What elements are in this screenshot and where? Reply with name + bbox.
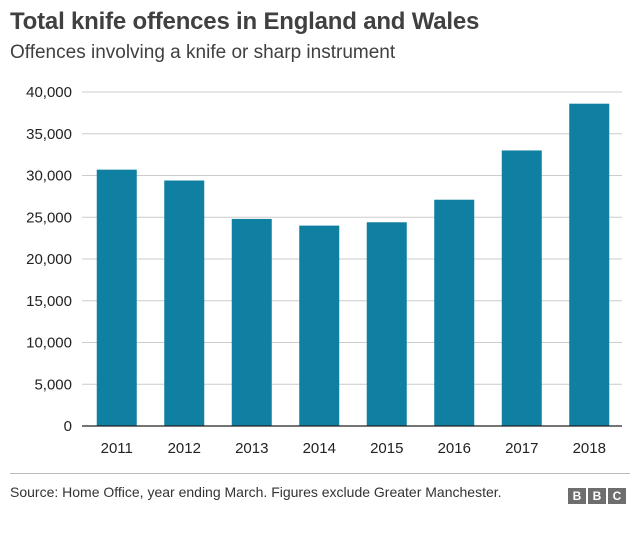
chart-title: Total knife offences in England and Wale…	[10, 8, 480, 35]
source-note: Source: Home Office, year ending March. …	[10, 484, 502, 500]
y-tick-label: 15,000	[26, 293, 72, 310]
y-tick-label: 0	[64, 418, 72, 435]
x-tick-label: 2013	[235, 440, 268, 457]
bbc-logo: B B C	[568, 488, 626, 504]
x-tick-label: 2014	[303, 440, 336, 457]
bbc-logo-letter: B	[568, 488, 586, 504]
x-tick-label: 2018	[573, 440, 606, 457]
bar	[434, 199, 475, 426]
bar	[164, 180, 205, 426]
chart-subtitle: Offences involving a knife or sharp inst…	[10, 42, 396, 63]
bar	[366, 222, 407, 426]
bbc-logo-letter: B	[588, 488, 606, 504]
y-tick-label: 20,000	[26, 251, 72, 268]
x-tick-label: 2011	[101, 440, 133, 457]
y-tick-label: 25,000	[26, 209, 72, 226]
x-tick-label: 2012	[168, 440, 201, 457]
bar	[231, 218, 272, 426]
x-tick-label: 2016	[438, 440, 471, 457]
bar	[501, 150, 542, 426]
y-tick-label: 40,000	[26, 84, 72, 101]
bbc-logo-letter: C	[608, 488, 626, 504]
x-tick-label: 2017	[505, 440, 538, 457]
y-tick-label: 30,000	[26, 168, 72, 185]
y-tick-label: 5,000	[34, 376, 72, 393]
bar	[299, 225, 340, 426]
y-tick-label: 35,000	[26, 126, 72, 143]
y-tick-label: 10,000	[26, 335, 72, 352]
bar-chart: 0 5,000 10,000 15,000 20,000 25,000 30,000 35,0…	[26, 84, 622, 457]
bar	[569, 103, 610, 426]
bar	[96, 169, 137, 426]
x-tick-label: 2015	[370, 440, 403, 457]
footer-divider	[10, 473, 630, 474]
